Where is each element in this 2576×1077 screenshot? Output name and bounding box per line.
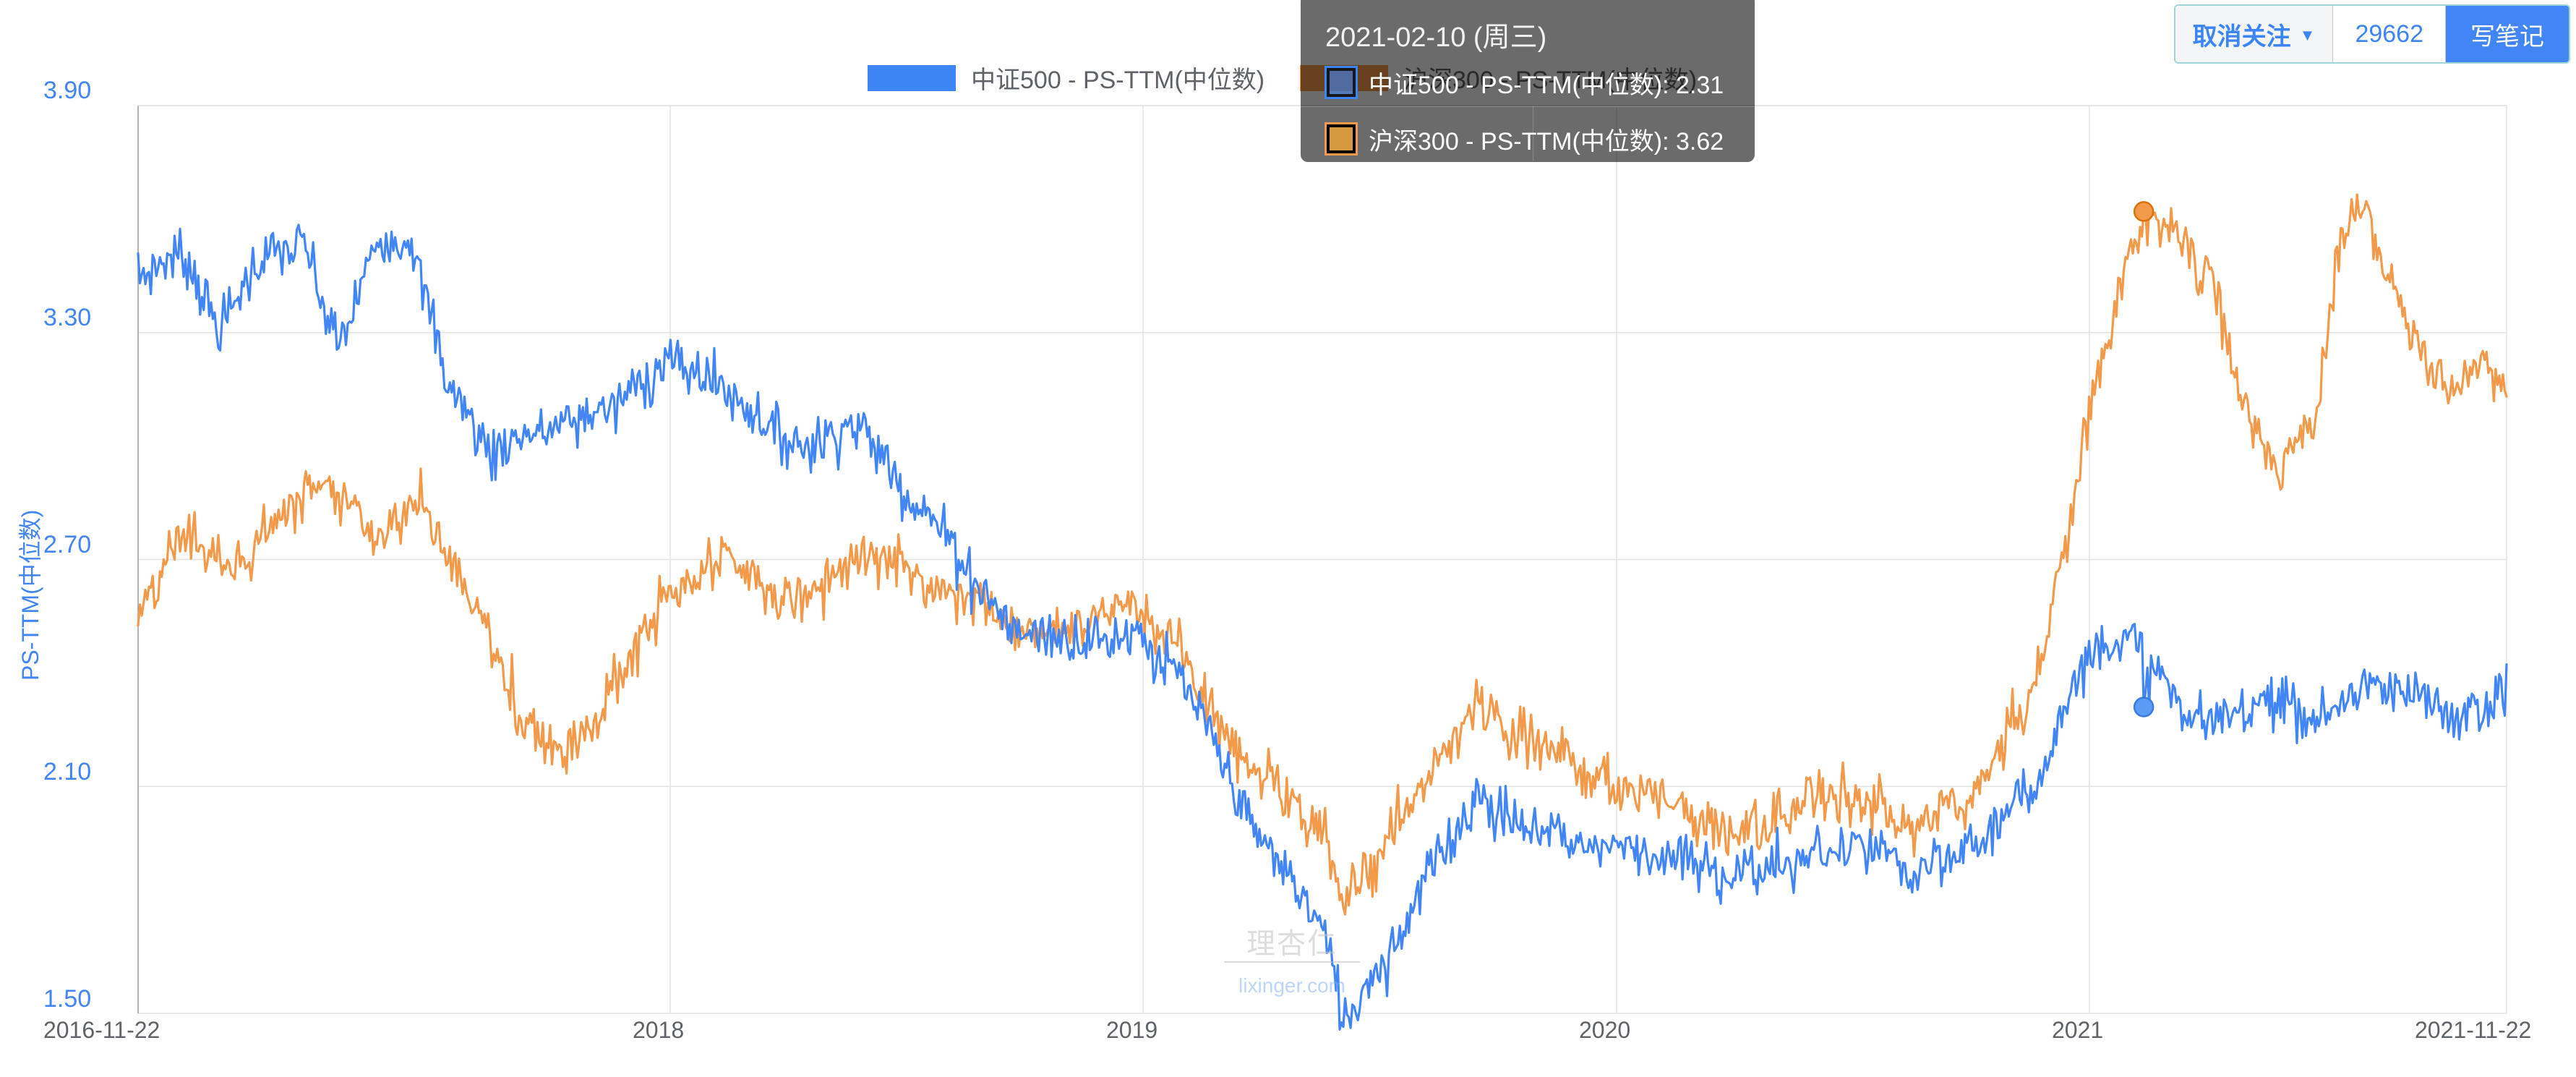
svg-text:理杏仁: 理杏仁 [1246, 928, 1338, 960]
